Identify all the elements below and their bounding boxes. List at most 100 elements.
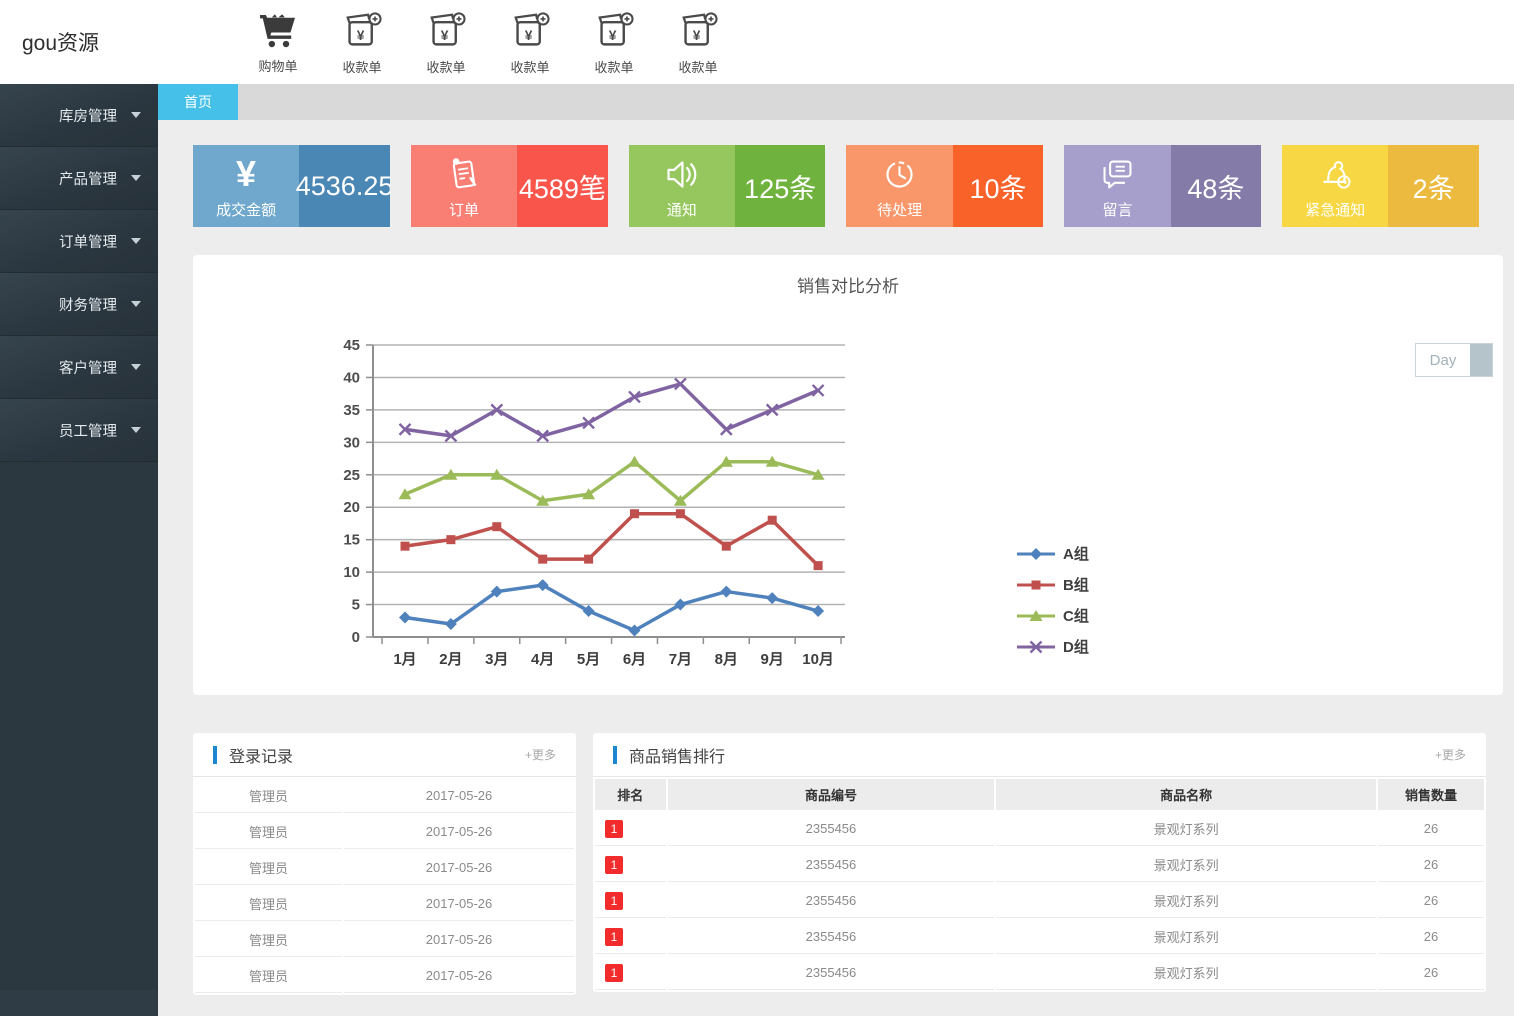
chart-range-handle [1470,344,1492,376]
stat-card: 待处理 10条 [846,145,1044,227]
sidebar-item[interactable]: 客户管理 [0,336,158,399]
svg-text:B组: B组 [1063,576,1089,594]
svg-text:7月: 7月 [669,651,692,668]
sidebar-spacer [0,462,158,990]
sidebar-item[interactable]: 产品管理 [0,147,158,210]
receipt-icon: ¥ [679,12,718,54]
header-action[interactable]: ¥ 收款单 [656,0,740,84]
login-user: 管理员 [195,959,343,993]
sales-ranking-row: 1 2355456 景观灯系列 26 [595,812,1484,846]
login-user: 管理员 [195,779,343,813]
stat-value: 4536.25 [295,170,390,201]
yuan-icon: ¥ [226,145,266,199]
sidebar-item[interactable]: 库房管理 [0,84,158,147]
svg-text:¥: ¥ [608,27,616,43]
tab-home[interactable]: 首页 [158,84,238,120]
header-action[interactable]: ¥ 收款单 [572,0,656,84]
svg-text:35: 35 [343,402,360,419]
svg-text:C组: C组 [1063,607,1089,625]
login-record-row: 管理员 2017-05-26 [195,959,574,993]
stat-label: 紧急通知 [1305,202,1366,219]
login-date: 2017-05-26 [344,959,574,993]
sidebar-item[interactable]: 财务管理 [0,273,158,336]
sales-qty: 26 [1378,920,1484,954]
header-action[interactable]: 购物单 [236,0,320,84]
login-record-row: 管理员 2017-05-26 [195,815,574,849]
header-action-label: 购物单 [258,58,298,74]
sales-more-link[interactable]: +更多 [1434,748,1466,762]
sidebar-footer [0,990,158,1016]
stat-value: 125条 [744,173,817,204]
rank-badge: 1 [605,855,623,874]
rank-badge: 1 [605,891,623,910]
login-record-row: 管理员 2017-05-26 [195,887,574,921]
stat-label: 留言 [1102,202,1133,219]
sales-ranking-panel: 商品销售排行 +更多 排名 商品编号 商品名称 销售数量 1 2355456 景观灯系列 2… [593,733,1486,992]
login-record-row: 管理员 2017-05-26 [195,851,574,885]
svg-text:25: 25 [343,467,360,484]
sales-qty: 26 [1378,884,1484,918]
svg-text:20: 20 [343,499,360,516]
svg-text:0: 0 [352,629,360,646]
receipt-icon: ¥ [595,12,634,54]
stat-label: 成交金额 [216,202,277,219]
svg-text:5: 5 [352,597,360,614]
login-records-panel: 登录记录 +更多 管理员 2017-05-26 管理员 2017-05-26 管理员 20… [193,733,576,995]
alarm-icon [1317,145,1354,199]
product-code: 2355456 [667,956,995,990]
chevron-down-icon [131,427,141,433]
svg-text:¥: ¥ [524,27,532,43]
app-logo: gou资源 [22,32,100,55]
chevron-down-icon [131,301,141,307]
stat-card: 订单 4589笔 [410,145,608,227]
rank-badge: 1 [605,927,623,946]
chevron-down-icon [131,112,141,118]
receipt-icon: ¥ [343,12,382,54]
svg-text:¥: ¥ [440,27,448,43]
sidebar-item[interactable]: 订单管理 [0,210,158,273]
sales-column-header: 商品名称 [996,779,1377,810]
header-action[interactable]: ¥ 收款单 [320,0,404,84]
login-date: 2017-05-26 [344,779,574,813]
stats-row: ¥ 成交金额 4536.25 订单 4589笔 通知 125条 待处理 10条 留言 48条 紧急通知… [193,145,1479,227]
header-action-label: 收款单 [678,60,718,75]
receipt-icon: ¥ [511,12,550,54]
header-actions: 购物单 ¥ 收款单 ¥ 收款单 ¥ 收款单 ¥ 收款单 ¥ 收款单 [236,0,740,84]
sales-ranking-table: 排名 商品编号 商品名称 销售数量 1 2355456 景观灯系列 26 1 2355456 景观… [593,777,1486,992]
login-user: 管理员 [195,815,343,849]
tab-bar: 首页 [158,84,1514,120]
svg-text:15: 15 [343,532,360,549]
header-action-label: 收款单 [594,60,634,75]
clock-icon [881,145,918,199]
sidebar-item-label: 订单管理 [59,234,117,251]
speaker-icon [663,145,700,199]
sales-ranking-row: 1 2355456 景观灯系列 26 [595,920,1484,954]
svg-text:6月: 6月 [623,651,646,668]
login-more-link[interactable]: +更多 [524,748,556,762]
stat-value: 48条 [1187,173,1245,204]
header-action-label: 收款单 [426,60,466,75]
rank-badge: 1 [605,963,623,982]
login-user: 管理员 [195,851,343,885]
sales-ranking-row: 1 2355456 景观灯系列 26 [595,956,1484,990]
sidebar-item-label: 产品管理 [59,171,117,188]
product-name: 景观灯系列 [996,884,1377,918]
product-name: 景观灯系列 [996,812,1377,846]
svg-text:3月: 3月 [485,651,508,668]
header-action-label: 收款单 [510,60,550,75]
product-code: 2355456 [667,848,995,882]
product-name: 景观灯系列 [996,920,1377,954]
svg-text:8月: 8月 [715,651,738,668]
svg-text:1月: 1月 [393,651,416,668]
header-action[interactable]: ¥ 收款单 [488,0,572,84]
stat-card: ¥ 成交金额 4536.25 [193,145,390,227]
chart-range-select[interactable]: Day [1415,343,1493,377]
sidebar-item[interactable]: 员工管理 [0,399,158,462]
chevron-down-icon [131,175,141,181]
stat-value: 2条 [1412,173,1455,204]
svg-text:2月: 2月 [439,651,462,668]
header-action[interactable]: ¥ 收款单 [404,0,488,84]
login-date: 2017-05-26 [344,851,574,885]
sidebar: 库房管理产品管理订单管理财务管理 客户管理 员工管理 [0,84,158,1016]
product-code: 2355456 [667,884,995,918]
